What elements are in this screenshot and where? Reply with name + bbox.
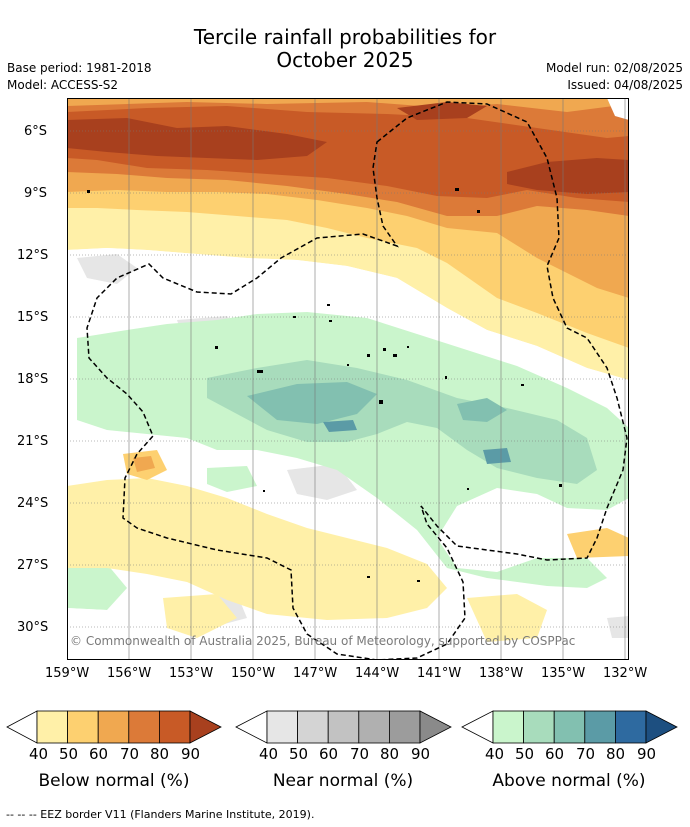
- lon-tick: 144°W: [355, 666, 400, 681]
- islands: [87, 188, 562, 582]
- lon-tick: 147°W: [293, 666, 338, 681]
- near-40-patch-south: [287, 464, 357, 500]
- base-period: Base period: 1981-2018: [7, 61, 152, 75]
- lon-tick: 156°W: [107, 666, 152, 681]
- below-60-patch-west: [133, 456, 155, 472]
- cbar-tick: 80: [150, 745, 170, 763]
- lon-tick: 153°W: [169, 666, 214, 681]
- near-40-patch-se: [607, 616, 629, 638]
- lat-tick: 9°S: [24, 186, 48, 201]
- lon-tick: 135°W: [541, 666, 586, 681]
- below-normal-label: Below normal (%): [38, 771, 190, 791]
- near-normal-colorbar: [235, 710, 452, 744]
- lat-tick: 18°S: [17, 372, 49, 387]
- lon-tick: 141°W: [417, 666, 462, 681]
- lat-tick: 12°S: [17, 248, 49, 263]
- title-line-2: October 2025: [276, 48, 414, 72]
- lat-tick: 21°S: [17, 434, 49, 449]
- cbar-tick: 80: [380, 745, 400, 763]
- cbar-tick: 60: [89, 745, 109, 763]
- below-90-band: [67, 118, 327, 160]
- cbar-tick: 40: [485, 745, 505, 763]
- map-canvas: [67, 98, 629, 660]
- cbar-tick: 90: [637, 745, 657, 763]
- lat-tick: 15°S: [17, 310, 49, 325]
- above-60-patch-east: [457, 398, 507, 422]
- below-normal-colorbar: [6, 710, 222, 744]
- gridlines: [67, 130, 629, 628]
- near-normal-label: Near normal (%): [272, 771, 414, 791]
- lat-tick: 27°S: [17, 558, 49, 573]
- below-40-patch-se: [467, 594, 547, 642]
- cbar-tick: 60: [545, 745, 565, 763]
- above-70-patch: [323, 420, 357, 432]
- lat-tick: 30°S: [17, 620, 49, 635]
- cbar-tick: 70: [120, 745, 140, 763]
- lon-tick: 132°W: [603, 666, 648, 681]
- map-frame: [67, 98, 629, 660]
- eez-footnote: -- -- -- EEZ border V11 (Flanders Marine…: [6, 808, 315, 821]
- eez-border: [86, 101, 628, 660]
- copyright-text: © Commonwealth of Australia 2025, Bureau…: [70, 634, 576, 648]
- lat-tick: 6°S: [24, 124, 48, 139]
- lon-tick: 159°W: [45, 666, 90, 681]
- lon-tick: 150°W: [231, 666, 276, 681]
- cbar-tick: 80: [606, 745, 626, 763]
- issued-date: Issued: 04/08/2025: [567, 78, 683, 92]
- lat-tick: 24°S: [17, 496, 49, 511]
- model-name: Model: ACCESS-S2: [7, 78, 119, 92]
- cbar-tick: 70: [576, 745, 596, 763]
- cbar-tick: 40: [29, 745, 49, 763]
- meridians: [67, 98, 626, 660]
- cbar-tick: 50: [289, 745, 309, 763]
- below-40-south-band: [67, 478, 447, 620]
- cbar-tick: 90: [411, 745, 431, 763]
- above-70-patch-east: [483, 448, 511, 464]
- below-90-patch-east: [507, 158, 629, 194]
- above-60-region: [247, 382, 377, 424]
- cbar-tick: 90: [181, 745, 201, 763]
- white-corner-sw: [67, 608, 127, 660]
- cbar-tick: 60: [319, 745, 339, 763]
- below-50-patch-se: [567, 528, 629, 558]
- probability-map: [67, 98, 629, 660]
- model-run: Model run: 02/08/2025: [545, 61, 683, 75]
- colorbars: [6, 710, 678, 744]
- cbar-tick: 50: [59, 745, 79, 763]
- above-normal-colorbar: [461, 710, 678, 744]
- title-line-1: Tercile rainfall probabilities for: [193, 25, 497, 49]
- cbar-tick: 40: [259, 745, 279, 763]
- above-40-patch-west: [67, 564, 127, 610]
- cbar-tick: 70: [350, 745, 370, 763]
- below-90-patch-north: [397, 102, 487, 120]
- lon-tick: 138°W: [479, 666, 524, 681]
- cbar-tick: 50: [515, 745, 535, 763]
- above-normal-label: Above normal (%): [492, 771, 646, 791]
- above-40-patch-center: [207, 466, 257, 492]
- clear-corner-ne: [607, 98, 629, 120]
